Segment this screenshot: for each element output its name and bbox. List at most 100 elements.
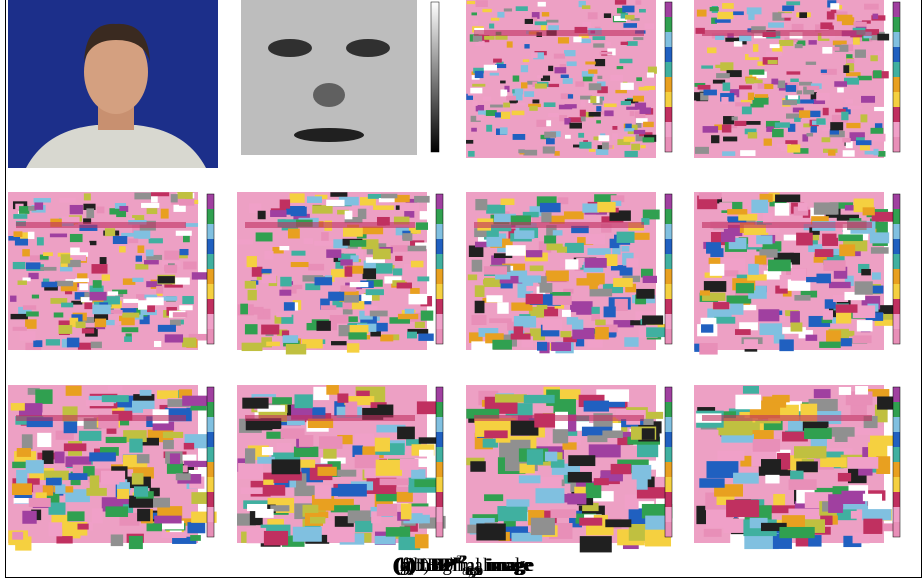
lbp-patch — [573, 37, 581, 43]
lbp-patch — [246, 528, 266, 543]
colorbar-segment — [665, 329, 672, 344]
lbp-patch — [55, 484, 65, 494]
lbp-patch — [472, 101, 477, 106]
lbp-patch — [147, 209, 158, 215]
lbp-patch — [474, 286, 484, 298]
lbp-patch — [531, 52, 537, 58]
lbp-patch — [770, 44, 780, 48]
lbp-patch — [583, 400, 608, 411]
colorbar-segment — [436, 329, 443, 344]
colorbar-segment — [436, 254, 443, 269]
lbp-patch — [760, 324, 783, 336]
lbp-patch — [864, 518, 883, 533]
lbp-patch — [826, 331, 841, 342]
lbp-patch — [854, 22, 867, 27]
lbp-patch — [406, 246, 426, 252]
lbp-patch — [796, 233, 813, 246]
lbp-patch — [795, 295, 811, 301]
lbp-patch — [345, 401, 357, 417]
lbp-patch — [10, 296, 16, 302]
lbp-patch — [552, 429, 567, 443]
lbp-patch — [587, 249, 610, 256]
lbp-patch — [108, 292, 119, 296]
lbp-patch — [46, 477, 62, 484]
lbp-patch — [28, 232, 35, 239]
lbp-patch — [86, 488, 106, 496]
lbp-patch — [518, 475, 540, 483]
lbp-patch — [529, 106, 537, 111]
lbp-patch — [163, 440, 174, 449]
lbp-patch — [782, 13, 794, 18]
lbp-patch — [26, 312, 39, 317]
lbp-patch — [242, 397, 268, 408]
lbp-patch — [626, 259, 638, 268]
lbp-patch — [722, 97, 729, 104]
lbp-patch — [789, 479, 817, 490]
lbp-patch — [739, 85, 752, 89]
lbp-patch — [370, 311, 388, 317]
lbp-patch — [506, 41, 512, 47]
lbp-patch — [146, 298, 163, 306]
lbp-patch — [80, 243, 90, 253]
brow-band — [702, 415, 872, 421]
lbp-patch — [716, 73, 730, 78]
lbp-patch — [536, 342, 546, 351]
lbp-patch — [567, 493, 586, 504]
lbp-patch — [123, 299, 138, 303]
lbp-patch — [759, 310, 780, 322]
lbp-patch — [788, 95, 798, 99]
lbp-patch — [552, 231, 562, 236]
lbp-patch — [161, 532, 186, 538]
lbp-patch — [12, 532, 23, 540]
lbp-patch — [106, 437, 127, 443]
lbp-patch — [92, 508, 103, 523]
cell-image — [464, 0, 680, 168]
lbp-patch — [715, 317, 736, 324]
lbp-patch — [342, 302, 351, 309]
lbp-patch — [619, 59, 632, 63]
eye — [268, 39, 312, 57]
lbp-patch — [765, 84, 774, 89]
colorbar-segment — [207, 284, 214, 299]
lbp-patch — [610, 75, 623, 81]
lbp-patch — [171, 194, 178, 202]
lbp-patch — [730, 304, 743, 315]
colorbar-segment — [893, 492, 900, 507]
lbp-patch — [393, 269, 402, 276]
lbp-patch — [471, 12, 477, 15]
lbp-patch — [593, 43, 604, 47]
colorbar-segment — [207, 269, 214, 284]
lbp-patch — [823, 311, 833, 321]
colorbar-segment — [436, 417, 443, 432]
lbp-patch — [552, 296, 571, 305]
lbp-patch — [518, 276, 540, 283]
lbp-patch — [841, 490, 865, 503]
lbp-patch — [768, 22, 784, 27]
lbp-patch — [396, 492, 412, 502]
colorbar-segment — [893, 254, 900, 269]
colorbar-segment — [665, 17, 672, 32]
lbp-patch — [184, 461, 210, 467]
lbp-patch — [37, 432, 51, 446]
lbp-patch — [240, 304, 248, 315]
lbp-patch — [163, 432, 183, 438]
lbp-patch — [25, 403, 43, 412]
lbp-patch — [582, 22, 591, 27]
lbp-patch — [839, 387, 851, 395]
lbp-patch — [704, 90, 717, 96]
lbp-patch — [407, 332, 417, 339]
lbp-patch — [520, 82, 526, 88]
lbp-patch — [500, 199, 514, 205]
lbp-patch — [613, 278, 633, 287]
lbp-patch — [636, 289, 654, 299]
lbp-patch — [724, 259, 745, 271]
lbp-patch — [706, 243, 721, 254]
lbp-patch — [541, 213, 551, 223]
lbp-patch — [603, 307, 615, 318]
lbp-patch — [489, 24, 494, 29]
lbp-patch — [272, 397, 292, 404]
colorbar-segment — [665, 137, 672, 152]
lbp-patch — [467, 275, 476, 281]
lbp-patch — [585, 234, 604, 244]
lbp-patch — [54, 313, 64, 318]
